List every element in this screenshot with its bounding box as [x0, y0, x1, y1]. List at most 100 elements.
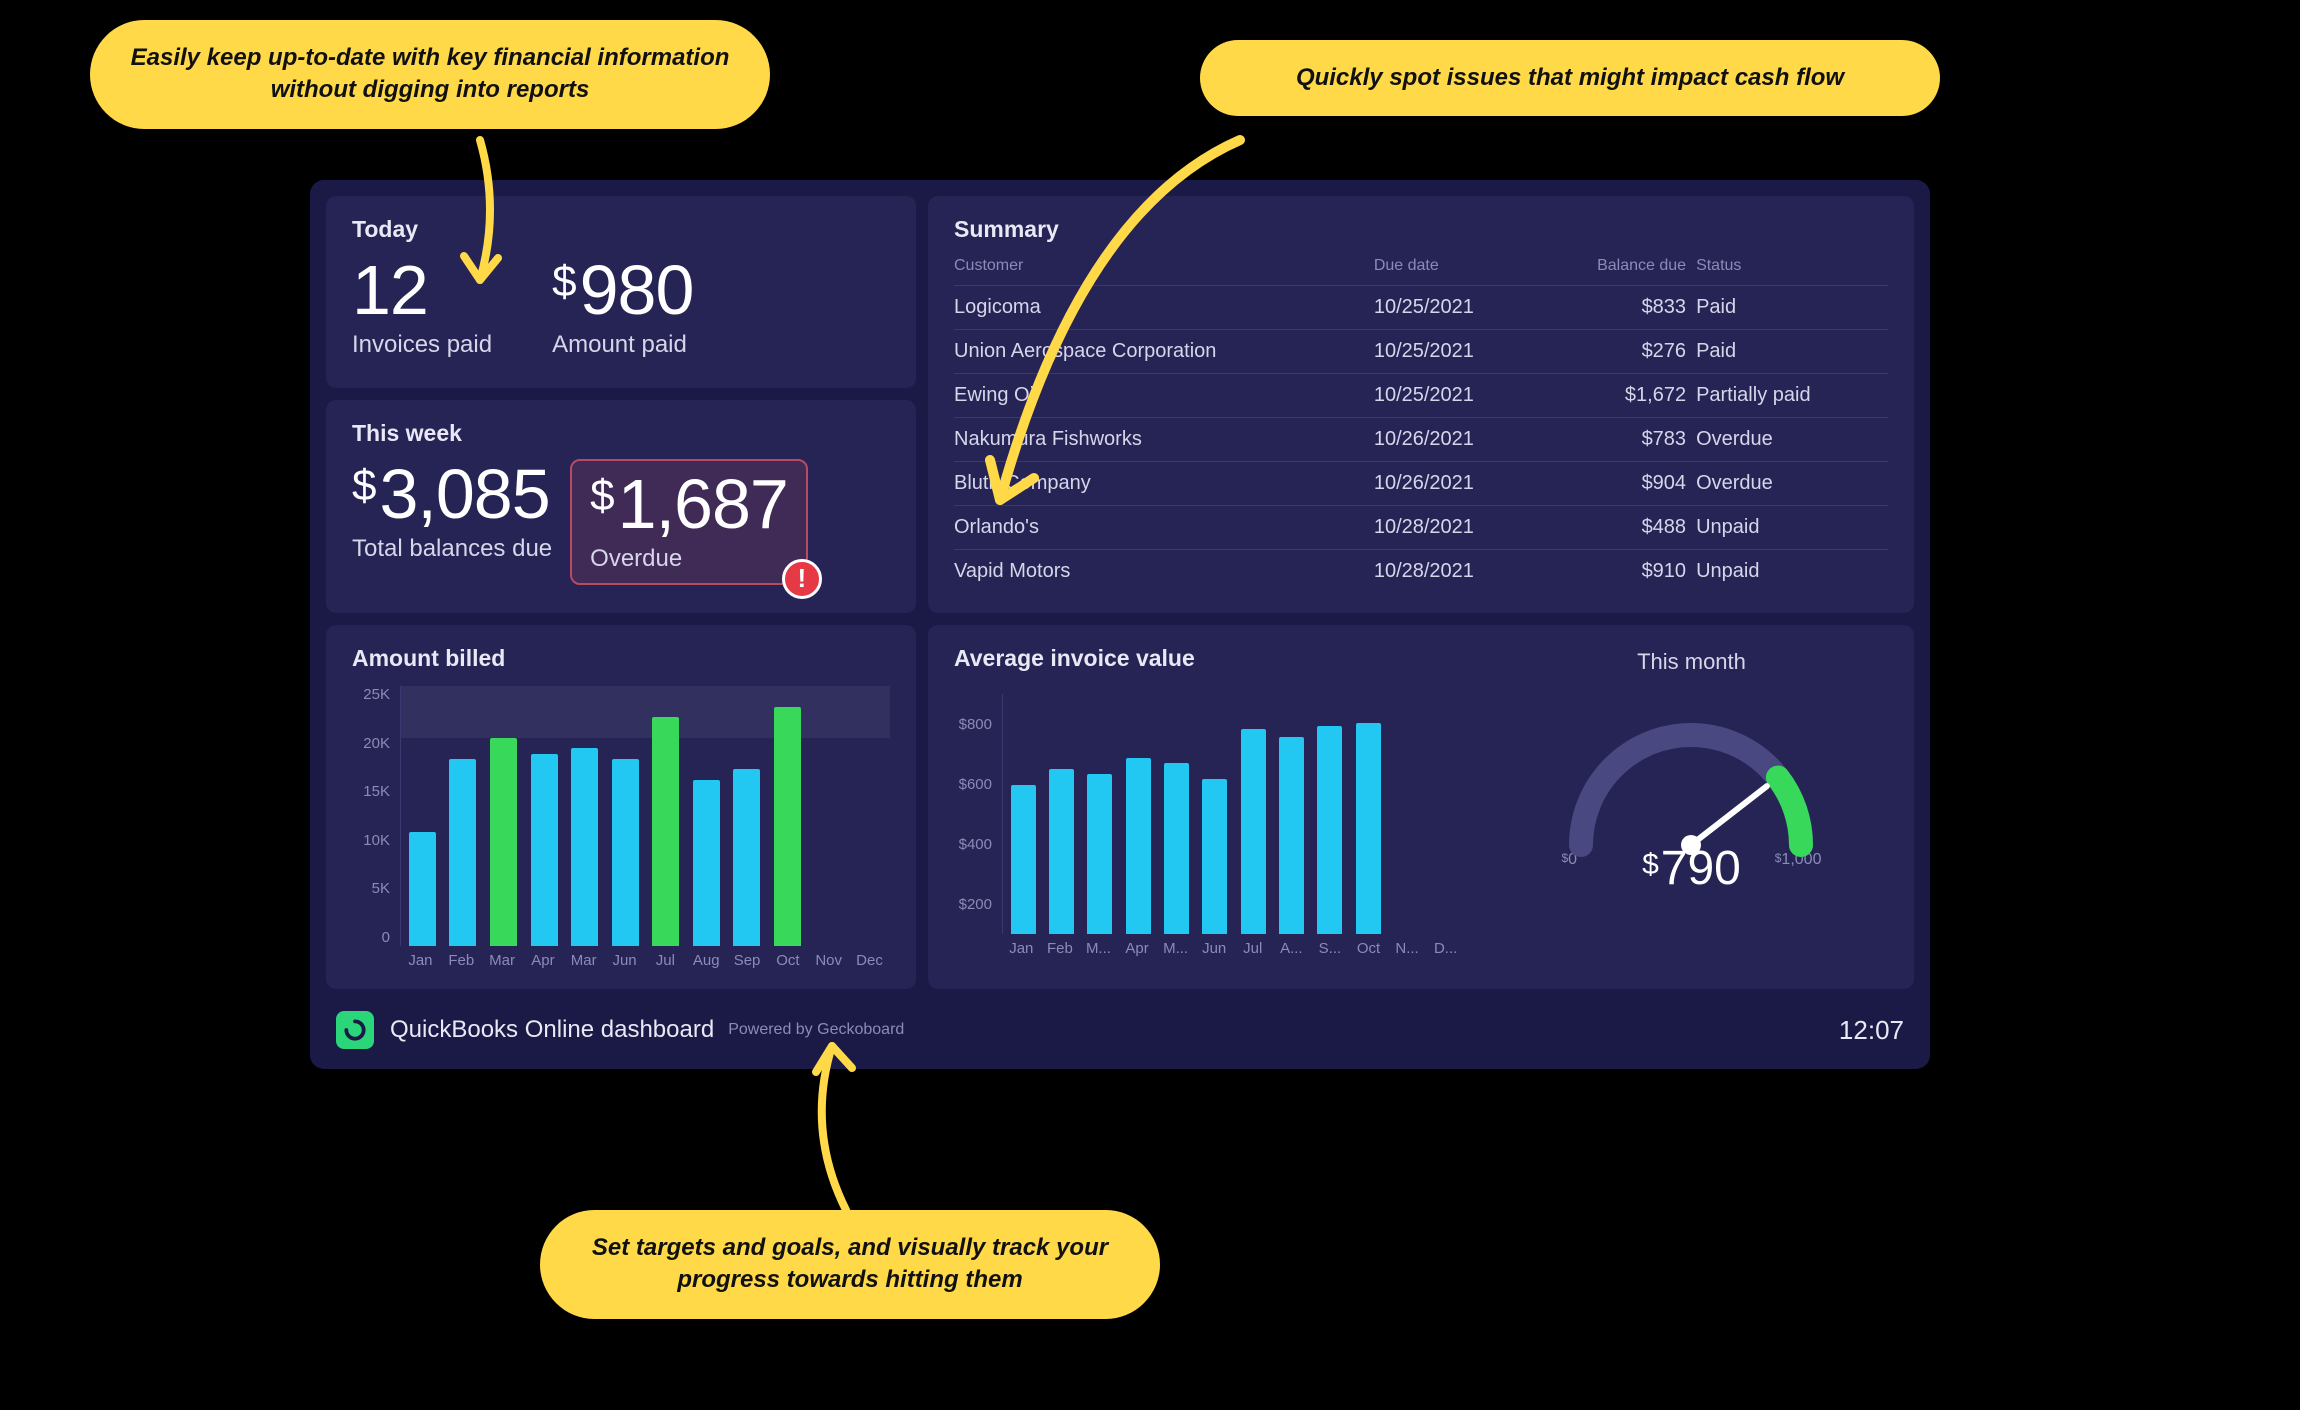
bar[interactable]	[1164, 763, 1189, 934]
bar[interactable]	[1087, 774, 1112, 934]
x-tick: Mar	[563, 952, 604, 969]
x-tick: Dec	[849, 952, 890, 969]
invoices-paid-label: Invoices paid	[352, 331, 492, 359]
amount-billed-panel: Amount billed 25K20K15K10K5K0 JanFebMarA…	[326, 625, 916, 989]
table-cell: 10/26/2021	[1374, 418, 1544, 462]
table-cell: 10/25/2021	[1374, 330, 1544, 374]
table-cell: Paid	[1696, 286, 1888, 330]
y-tick: 5K	[352, 880, 390, 897]
dashboard-footer: QuickBooks Online dashboard Powered by G…	[326, 1001, 1914, 1053]
summary-panel: Summary CustomerDue dateBalance dueStatu…	[928, 196, 1914, 613]
summary-col-header: Due date	[1374, 251, 1544, 286]
x-tick: Jul	[645, 952, 686, 969]
y-tick: 20K	[352, 735, 390, 752]
table-cell: Logicoma	[954, 286, 1374, 330]
table-cell: Ewing Oil	[954, 374, 1374, 418]
bar[interactable]	[1241, 729, 1266, 934]
avg-y-axis: $800$600$400$200	[954, 694, 1002, 934]
alert-icon: !	[782, 559, 822, 599]
bar[interactable]	[531, 754, 558, 946]
today-title: Today	[352, 216, 890, 243]
stat-amount-paid: $980 Amount paid	[552, 255, 693, 359]
x-tick: Jun	[604, 952, 645, 969]
bar[interactable]	[1126, 758, 1151, 934]
bar-slot	[1122, 694, 1154, 934]
bar[interactable]	[449, 759, 476, 946]
footer-time: 12:07	[1839, 1015, 1904, 1046]
stat-overdue: $1,687 Overdue !	[570, 459, 808, 585]
x-tick: A...	[1272, 940, 1311, 957]
table-cell: $904	[1544, 462, 1697, 506]
week-title: This week	[352, 420, 890, 447]
bar[interactable]	[733, 769, 760, 946]
overdue-label: Overdue	[590, 545, 788, 573]
table-row[interactable]: Ewing Oil10/25/2021$1,672Partially paid	[954, 374, 1888, 418]
billed-x-axis: JanFebMarAprMarJunJulAugSepOctNovDec	[400, 952, 890, 969]
bar[interactable]	[693, 780, 720, 946]
summary-col-header: Status	[1696, 251, 1888, 286]
amount-paid-value: 980	[580, 251, 694, 329]
callout-bottom: Set targets and goals, and visually trac…	[540, 1210, 1160, 1319]
bar[interactable]	[409, 832, 436, 946]
x-tick: Oct	[767, 952, 808, 969]
bar-slot	[1314, 694, 1346, 934]
x-tick: Sep	[727, 952, 768, 969]
callout-top-left: Easily keep up-to-date with key financia…	[90, 20, 770, 129]
bar-slot	[689, 686, 724, 946]
today-panel: Today 12 Invoices paid $980 Amount paid	[326, 196, 916, 388]
x-tick: Apr	[1118, 940, 1157, 957]
bar-slot	[1084, 694, 1116, 934]
bar[interactable]	[1049, 769, 1074, 934]
bar-slot	[1429, 694, 1461, 934]
bar[interactable]	[652, 717, 679, 946]
table-cell: Orlando's	[954, 506, 1374, 550]
table-cell: 10/28/2021	[1374, 506, 1544, 550]
table-cell: Union Aerospace Corporation	[954, 330, 1374, 374]
x-tick: Jul	[1233, 940, 1272, 957]
bar[interactable]	[1011, 785, 1036, 934]
y-tick: 15K	[352, 783, 390, 800]
bar-slot	[1007, 694, 1039, 934]
y-tick: 0	[352, 929, 390, 946]
table-row[interactable]: Orlando's10/28/2021$488Unpaid	[954, 506, 1888, 550]
table-row[interactable]: Bluth Company10/26/2021$904Overdue	[954, 462, 1888, 506]
bar[interactable]	[1356, 723, 1381, 934]
bar-slot	[1199, 694, 1231, 934]
table-cell: Unpaid	[1696, 506, 1888, 550]
bar[interactable]	[1202, 779, 1227, 934]
avg-invoice-panel: Average invoice value $800$600$400$200 J…	[928, 625, 1914, 989]
bar-slot	[567, 686, 602, 946]
bar[interactable]	[774, 707, 801, 946]
bar-slot	[1045, 694, 1077, 934]
bar-slot	[811, 686, 846, 946]
table-cell: Overdue	[1696, 418, 1888, 462]
bar[interactable]	[612, 759, 639, 946]
x-tick: Nov	[808, 952, 849, 969]
x-tick: Jan	[1002, 940, 1041, 957]
bar[interactable]	[1279, 737, 1304, 934]
table-row[interactable]: Union Aerospace Corporation10/25/2021$27…	[954, 330, 1888, 374]
x-tick: N...	[1388, 940, 1427, 957]
bar-slot	[405, 686, 440, 946]
table-cell: 10/26/2021	[1374, 462, 1544, 506]
avg-plot	[1002, 694, 1465, 934]
bar-slot	[851, 686, 886, 946]
bar-slot	[1352, 694, 1384, 934]
table-cell: $833	[1544, 286, 1697, 330]
y-tick: $600	[954, 776, 992, 793]
bar-slot	[770, 686, 805, 946]
table-row[interactable]: Vapid Motors10/28/2021$910Unpaid	[954, 550, 1888, 594]
total-due-value: 3,085	[379, 455, 549, 533]
y-tick: $400	[954, 836, 992, 853]
gauge	[1541, 685, 1841, 865]
bar[interactable]	[490, 738, 517, 946]
summary-col-header: Balance due	[1544, 251, 1697, 286]
table-cell: 10/28/2021	[1374, 550, 1544, 594]
table-row[interactable]: Nakumura Fishworks10/26/2021$783Overdue	[954, 418, 1888, 462]
x-tick: Aug	[686, 952, 727, 969]
bar[interactable]	[1317, 726, 1342, 934]
table-row[interactable]: Logicoma10/25/2021$833Paid	[954, 286, 1888, 330]
table-cell: Overdue	[1696, 462, 1888, 506]
bar[interactable]	[571, 748, 598, 946]
bar-slot	[486, 686, 521, 946]
